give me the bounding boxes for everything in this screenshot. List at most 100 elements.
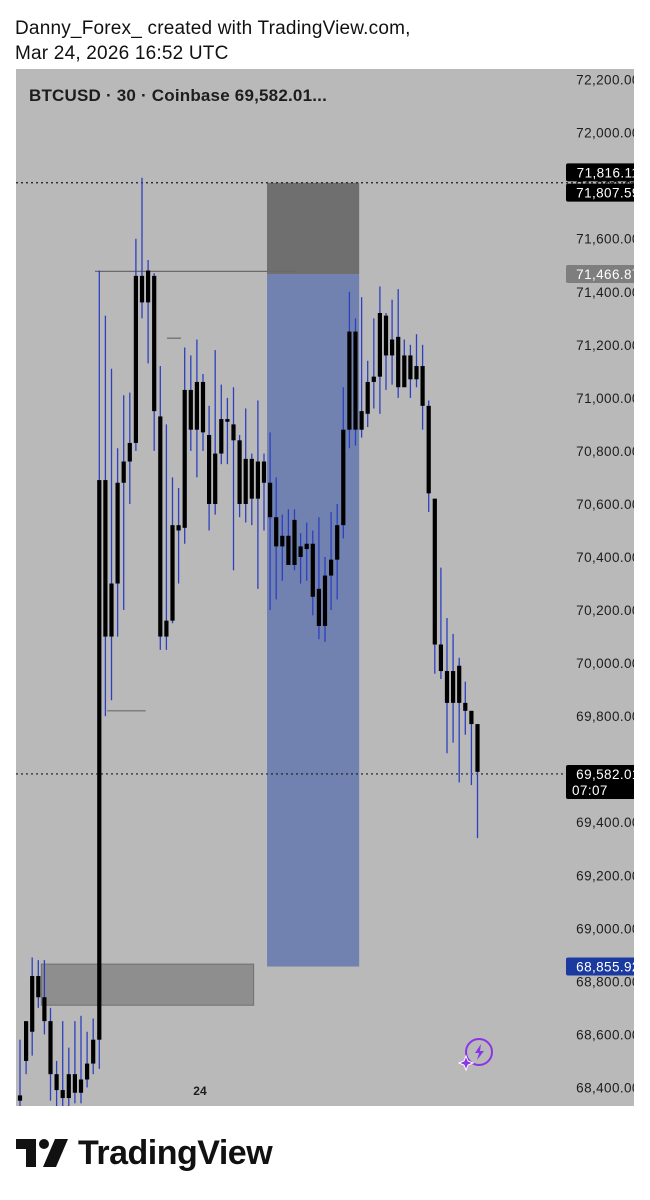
candle-body <box>438 644 443 672</box>
price-label-text: 71,816.11 <box>577 165 634 180</box>
candle-body <box>280 535 285 547</box>
price-label-text: 71,466.87 <box>576 267 634 282</box>
candle-body <box>365 381 370 414</box>
sparkle-bolt-icon[interactable] <box>457 1038 493 1072</box>
price-axis: 72,200.0072,000.0071,800.0071,600.0071,4… <box>576 73 634 1096</box>
timestamp-line: Mar 24, 2026 16:52 UTC <box>15 43 229 64</box>
candle-body <box>72 1074 77 1093</box>
y-tick-label: 69,200.00 <box>576 868 634 883</box>
y-tick-label: 70,400.00 <box>576 550 634 565</box>
candle-body <box>316 588 321 626</box>
candle-body <box>371 376 376 382</box>
candle-body <box>60 1090 65 1099</box>
price-label-text: 71,807.59 <box>576 186 634 201</box>
candle-body <box>237 440 242 504</box>
countdown-label: 07:07 <box>572 783 608 798</box>
candle-body <box>292 519 297 565</box>
candle-body <box>188 389 193 430</box>
candle-body <box>353 331 358 430</box>
candle-body <box>341 429 346 526</box>
y-tick-label: 72,000.00 <box>576 126 634 141</box>
candle-body <box>97 480 102 1040</box>
candle-body <box>408 355 413 380</box>
candle-body <box>24 1021 29 1061</box>
chart-panel[interactable]: 72,200.0072,000.0071,800.0071,600.0071,4… <box>16 69 634 1106</box>
candle-body <box>133 275 138 443</box>
candle-body <box>121 461 126 483</box>
candle-body <box>402 355 407 388</box>
candle-body <box>219 419 224 454</box>
price-label-box <box>566 265 634 284</box>
zone-dark <box>267 182 360 275</box>
candle-body <box>255 461 260 499</box>
candle-body <box>475 724 480 772</box>
candle-body <box>286 535 291 565</box>
candle-body <box>359 411 364 430</box>
candle-body <box>194 381 199 430</box>
candle-body <box>231 424 236 441</box>
candle-body <box>152 275 157 412</box>
candle-body <box>310 543 315 597</box>
price-label-box <box>566 163 634 182</box>
candle-body <box>36 976 41 998</box>
candle-body <box>420 366 425 406</box>
x-tick-label: 24 <box>193 1084 207 1098</box>
candle-body <box>463 702 468 711</box>
y-tick-label: 71,200.00 <box>576 338 634 353</box>
candle-body <box>304 543 309 550</box>
footer-brand: TradingView <box>16 1133 273 1173</box>
candle-body <box>146 270 151 303</box>
chart-header: Danny_Forex_ created with TradingView.co… <box>15 16 411 66</box>
y-tick-label: 69,800.00 <box>576 709 634 724</box>
candle-body <box>66 1074 71 1099</box>
candle-body <box>225 419 230 422</box>
y-tick-label: 69,400.00 <box>576 815 634 830</box>
candle-body <box>432 498 437 645</box>
candle-body <box>85 1063 90 1080</box>
y-tick-label: 70,800.00 <box>576 444 634 459</box>
candle-body <box>176 525 181 531</box>
candle-body <box>347 331 352 430</box>
candle-body <box>158 416 163 637</box>
candle-body <box>182 389 187 528</box>
y-tick-label: 69,000.00 <box>576 921 634 936</box>
zone-blue <box>267 274 360 967</box>
candle-body <box>164 620 169 637</box>
y-tick-label: 70,600.00 <box>576 497 634 512</box>
candle-body <box>261 461 267 483</box>
candle-body <box>139 275 145 303</box>
candle-body <box>377 313 382 377</box>
candle-body <box>109 583 114 637</box>
y-tick-label: 71,400.00 <box>576 285 634 300</box>
candlestick-chart[interactable]: 72,200.0072,000.0071,800.0071,600.0071,4… <box>16 69 634 1106</box>
y-tick-label: 71,000.00 <box>576 391 634 406</box>
author-line: Danny_Forex_ created with TradingView.co… <box>15 18 411 39</box>
time-axis: 24 <box>193 1084 207 1098</box>
candle-body <box>396 336 401 388</box>
y-tick-label: 70,000.00 <box>576 656 634 671</box>
price-labels-layer: 71,816.11 71,807.59 71,466.87 69,582.0107:0… <box>566 163 634 976</box>
candle-body <box>469 710 474 725</box>
candle-body <box>274 517 279 547</box>
candle-body <box>426 405 431 494</box>
candle-body <box>444 671 450 703</box>
candle-body <box>329 559 334 576</box>
candle-body <box>54 1074 59 1091</box>
zone-gray <box>40 963 255 1006</box>
candle-body <box>78 1079 84 1093</box>
candle-body <box>91 1039 96 1064</box>
candle-body <box>42 997 47 1022</box>
candle-body <box>213 453 218 504</box>
price-label-text: 68,855.92 <box>576 960 634 975</box>
candle-body <box>298 546 303 557</box>
candle-body <box>103 480 108 637</box>
candle-body <box>127 442 132 462</box>
candle-body <box>451 671 456 703</box>
lines-layer <box>16 182 634 775</box>
candle-body <box>335 525 340 560</box>
candle-body <box>200 381 206 433</box>
candle-body <box>207 435 212 504</box>
price-label-box <box>566 764 634 799</box>
candle-body <box>17 1095 23 1101</box>
candle-body <box>268 482 273 518</box>
